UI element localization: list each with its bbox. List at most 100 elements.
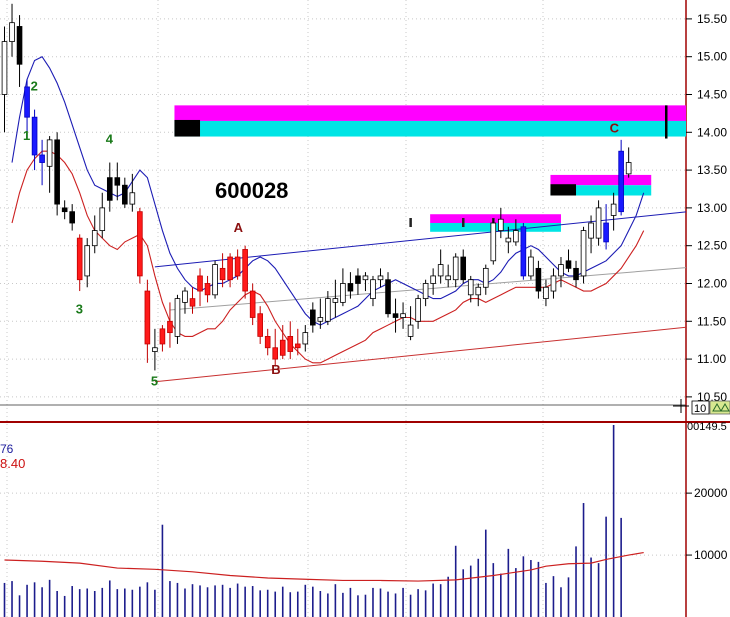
candles [1,3,632,371]
volume-moving-average [4,551,644,582]
candle-body [61,207,68,213]
moving-average-red [11,150,645,364]
candle-body [152,347,158,352]
candle-body [114,177,121,186]
candle-body [106,177,113,201]
price-tick-label: 13.00 [697,201,727,215]
zone-cyan [174,120,686,137]
candle-body [302,332,309,345]
candle-body [625,162,632,175]
candle-body [340,283,346,303]
candle-body [377,275,384,281]
candle-body [144,290,151,345]
candle-body [84,245,91,277]
candle-body [482,267,489,288]
candle-body [370,279,376,300]
current-value-box [691,400,710,415]
candle-body [580,230,587,277]
candle-body [355,275,361,284]
candle-body [189,298,196,307]
candle-body [54,139,60,205]
candle-body [400,313,406,318]
candle-body [528,256,534,277]
candle-body [543,286,549,300]
wave-label: B [271,362,280,377]
candle-body [452,256,459,281]
wave-labels: 1 2 3 4 5 A B C [23,79,620,389]
candle-body [513,230,519,243]
candle-body [332,298,339,303]
zone-entry-block [174,119,201,137]
candle-body [99,207,106,231]
candle-body [618,150,624,213]
volume-top-label: 00149.5 [687,421,727,433]
wave-label: 1 [23,128,30,143]
price-tick-label: 14.50 [697,87,727,101]
candle-body [460,256,467,281]
candle-body [174,298,181,337]
candle-body [76,237,83,281]
candle-body [505,237,512,243]
candle-body [219,267,226,281]
candle-body [415,298,421,322]
moving-average-blue [11,55,645,326]
candle-body [437,264,444,277]
candle-body [9,22,15,42]
candle-body [422,283,429,300]
candle-body [16,26,23,65]
candle-body [204,283,211,296]
candle-body [159,328,166,345]
candle-body [362,275,369,281]
candle-body [610,203,617,216]
candle-body [445,275,451,281]
wave-label: A [234,220,244,235]
candle-body [242,249,248,292]
candle-body [1,41,8,95]
price-tick-label: 12.00 [697,276,727,290]
candle-body [249,290,256,318]
candle-body [317,317,324,322]
price-tick-label: 12.50 [697,239,727,253]
current-value-label: 10 [694,403,706,415]
volume-legend-line2: 8.40 [0,456,25,471]
zoom-control-icon [712,402,730,412]
volume-bars [3,425,644,617]
wave-label: 2 [31,79,38,94]
candle-body [24,86,30,118]
price-tick-label: 14.00 [697,125,727,139]
candle-body [407,324,414,337]
candle-body [310,309,316,326]
price-tick-label: 11.00 [697,352,726,366]
candle-body [91,230,98,247]
zone-magenta [174,105,686,121]
zone-magenta [550,174,652,186]
candle-body [430,275,436,284]
candle-body [467,279,474,296]
candle-body [182,290,188,303]
price-tick-label: 11.50 [697,314,726,328]
price-axis: 15.50 15.00 14.50 14.00 13.50 13.00 12.50 12.00… [673,12,730,562]
candle-body [325,298,331,322]
candle-body [39,154,45,163]
volume-tick-label: 10000 [694,548,728,562]
candle-body [137,211,143,277]
price-tick-label: 15.50 [697,12,727,26]
candle-body [264,336,271,349]
price-tick-label: 10.50 [697,390,727,404]
candle-body [498,218,504,231]
trendline-lower-channel [154,326,687,383]
candle-body [212,264,218,296]
candle-body [31,116,38,156]
candle-body [234,256,241,277]
candle-body [475,286,482,296]
wave-label: 3 [76,302,83,317]
wave-label: 4 [106,132,114,147]
zone-cyan [550,185,652,196]
candle-body [294,343,301,349]
candle-body [257,313,263,337]
chart-title: 600028 [215,178,288,203]
candle-body [69,211,75,224]
candle-body [603,222,609,243]
